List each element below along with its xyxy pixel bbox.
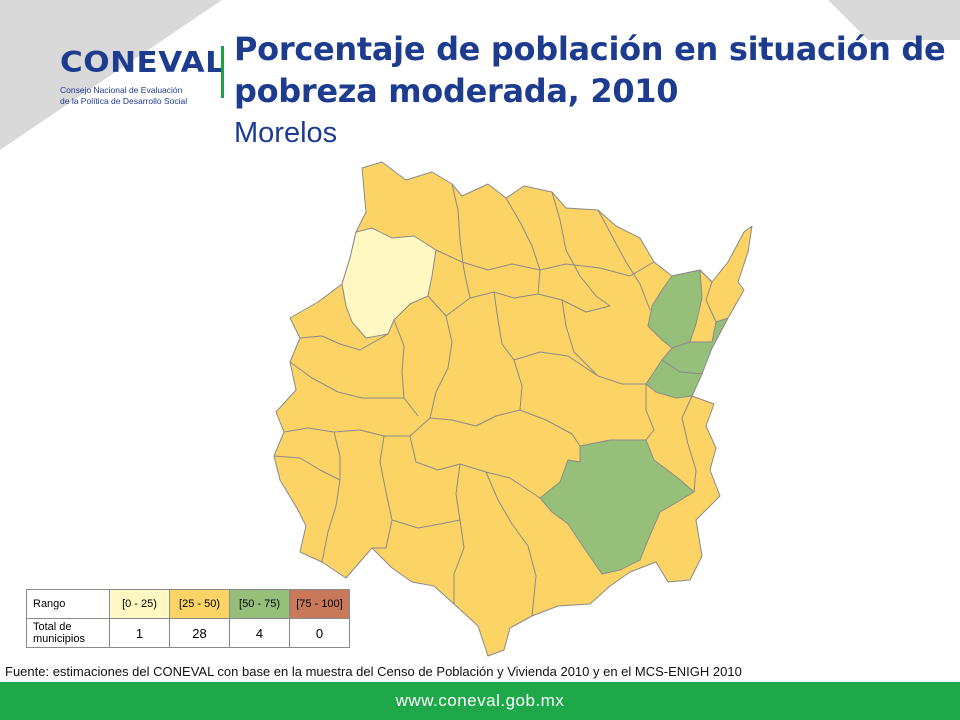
corner-decoration-right <box>828 0 960 40</box>
map-region-low <box>341 227 437 339</box>
logo-wordmark: CONEVAL <box>60 46 226 80</box>
legend-count-label: Total de municipios <box>26 618 110 648</box>
coneval-logo: CONEVAL Consejo Nacional de Evaluación d… <box>60 44 240 124</box>
legend-range-label: Rango <box>26 589 110 619</box>
map-state-outline <box>273 161 753 657</box>
legend-range-0-25: [0 - 25) <box>109 589 170 619</box>
legend-count-0-25: 1 <box>109 618 170 648</box>
corner-decoration-left <box>0 0 222 150</box>
legend-row-range: Rango [0 - 25) [25 - 50) [50 - 75) [75 -… <box>26 589 350 619</box>
footer-bar: www.coneval.gob.mx <box>0 682 960 720</box>
logo-tagline-2: de la Política de Desarrollo Social <box>60 96 188 106</box>
source-note: Fuente: estimaciones del CONEVAL con bas… <box>5 664 742 679</box>
legend-range-50-75: [50 - 75) <box>229 589 290 619</box>
legend-table: Rango [0 - 25) [25 - 50) [50 - 75) [75 -… <box>26 589 350 648</box>
page-title: Porcentaje de población en situación de … <box>234 30 946 110</box>
map-region-high-4 <box>539 439 695 575</box>
legend-count-25-50: 28 <box>169 618 230 648</box>
page-subtitle: Morelos <box>234 117 338 149</box>
map-municipal-boundaries <box>273 183 717 617</box>
map-region-high-3 <box>645 359 703 399</box>
legend-range-25-50: [25 - 50) <box>169 589 230 619</box>
legend-count-50-75: 4 <box>229 618 290 648</box>
footer-website-link[interactable]: www.coneval.gob.mx <box>395 691 565 710</box>
logo-tagline-1: Consejo Nacional de Evaluación <box>60 85 183 95</box>
legend-range-75-100: [75 - 100] <box>289 589 350 619</box>
header-separator <box>221 46 224 98</box>
morelos-map <box>273 161 753 657</box>
legend-row-counts: Total de municipios 1 28 4 0 <box>26 618 350 648</box>
legend-count-75-100: 0 <box>289 618 350 648</box>
header-panel: CONEVAL Consejo Nacional de Evaluación d… <box>38 16 948 149</box>
